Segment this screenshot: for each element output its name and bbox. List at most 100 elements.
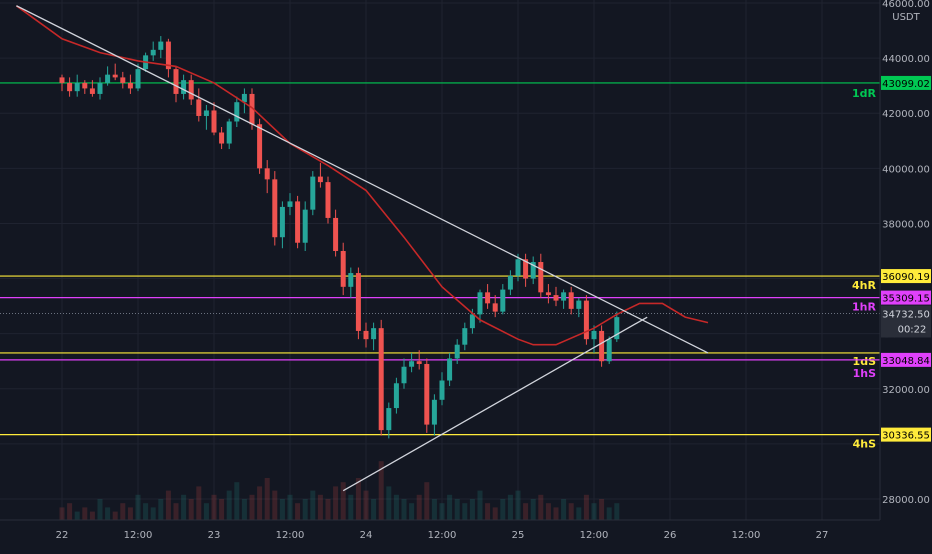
candle xyxy=(317,176,323,183)
candle xyxy=(523,259,529,279)
volume-bar xyxy=(545,503,551,520)
candle xyxy=(181,80,187,94)
volume-bar xyxy=(447,494,453,520)
candle xyxy=(462,328,468,345)
volume-bar xyxy=(279,499,285,520)
volume-bar xyxy=(272,490,278,520)
volume-bar xyxy=(127,507,133,520)
candle xyxy=(485,292,491,304)
level-label-4hR: 4hR xyxy=(852,279,876,292)
volume-bar xyxy=(477,490,483,520)
candle xyxy=(447,358,453,381)
candle xyxy=(538,262,544,293)
volume-bar xyxy=(325,499,331,520)
volume-bar xyxy=(363,490,369,520)
volume-bar xyxy=(523,503,529,520)
currency-label: USDT xyxy=(892,12,920,23)
volume-bar xyxy=(89,511,95,520)
volume-bar xyxy=(234,482,240,520)
time-axis[interactable]: 22 12:00 23 12:00 24 12:00 25 12:00 26 12:00 27 xyxy=(56,530,829,541)
candle xyxy=(340,251,346,287)
price-tick-label: 28000.00 xyxy=(882,495,930,506)
volume-bar xyxy=(219,499,225,520)
volume-bar xyxy=(211,494,217,520)
volume-bar xyxy=(181,494,187,520)
last-price-tag xyxy=(881,305,931,338)
level-price-tag-1hR xyxy=(881,290,931,305)
candle xyxy=(219,132,225,144)
volume-bar xyxy=(515,490,521,520)
volume-bar xyxy=(150,507,156,520)
candle xyxy=(257,124,263,169)
candle xyxy=(196,99,202,116)
candle xyxy=(454,344,460,359)
volume-bar xyxy=(317,494,323,520)
candle xyxy=(401,366,407,384)
candle xyxy=(333,217,339,251)
volume-bar xyxy=(568,503,574,520)
volume-bar xyxy=(310,490,316,520)
volume-bar xyxy=(340,482,346,520)
volume-bar xyxy=(401,499,407,520)
candle xyxy=(279,206,285,238)
level-label-4hS: 4hS xyxy=(853,438,876,451)
volume-bar xyxy=(105,507,111,520)
volume-bar xyxy=(135,494,141,520)
trendlines xyxy=(16,5,709,492)
price-axis[interactable]: 43099.02 36090.19 35309.15 33048.84 30336.55… xyxy=(881,0,931,506)
volume-bar xyxy=(386,486,392,520)
volume-bar xyxy=(530,499,536,520)
time-tick-label: 25 xyxy=(512,530,525,541)
volume-bar xyxy=(561,499,567,520)
volume-bar xyxy=(264,478,270,520)
candle xyxy=(295,201,301,243)
volume-bar xyxy=(295,503,301,520)
volume-bar xyxy=(416,494,422,520)
candle xyxy=(241,93,247,103)
candles xyxy=(59,36,620,439)
moving-average-line xyxy=(15,5,709,346)
candle xyxy=(561,292,567,301)
level-label-1dS: 1dS xyxy=(853,355,877,368)
candle xyxy=(477,292,483,315)
candle xyxy=(287,201,293,207)
candle xyxy=(545,292,551,296)
candle xyxy=(97,82,103,94)
candle xyxy=(310,176,316,210)
time-tick-label: 12:00 xyxy=(732,530,761,541)
volume-bar xyxy=(165,490,171,520)
volume-bar xyxy=(74,511,80,520)
level-label-1hR: 1hR xyxy=(852,301,876,314)
volume-bars xyxy=(59,461,620,520)
candle xyxy=(264,168,270,180)
time-tick-label: 12:00 xyxy=(124,530,153,541)
candle xyxy=(59,77,65,83)
level-price-tag-4hS xyxy=(881,427,931,442)
candle xyxy=(234,102,240,122)
candle xyxy=(325,182,331,218)
volume-bar xyxy=(371,499,377,520)
candle xyxy=(211,110,217,133)
volume-bar xyxy=(462,503,468,520)
candle xyxy=(576,300,582,309)
candle xyxy=(272,179,278,238)
volume-bar xyxy=(614,503,620,520)
candle xyxy=(120,77,126,83)
candle xyxy=(249,93,255,125)
volume-bar xyxy=(492,507,498,520)
volume-bar xyxy=(469,499,475,520)
volume-bar xyxy=(158,499,164,520)
time-tick-label: 24 xyxy=(360,530,373,541)
candle xyxy=(173,69,179,94)
time-tick-label: 22 xyxy=(56,530,69,541)
candle xyxy=(355,273,361,331)
candle xyxy=(416,361,422,364)
volume-bar xyxy=(173,503,179,520)
volume-bar xyxy=(97,499,103,520)
candle xyxy=(583,300,589,340)
volume-bar xyxy=(485,503,491,520)
volume-bar xyxy=(393,494,399,520)
price-tick-label: 42000.00 xyxy=(882,109,930,120)
